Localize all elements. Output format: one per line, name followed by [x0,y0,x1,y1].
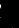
Text: 23: 23 [14,5,19,28]
Text: 14: 14 [12,4,19,28]
Text: 15: 15 [11,2,19,28]
Text: 21: 21 [12,7,19,28]
Text: 12: 12 [12,0,19,20]
Text: (Prior Art): (Prior Art) [0,10,19,28]
Text: 14: 14 [12,0,19,19]
Text: 13: 13 [7,0,19,19]
Text: 22: 22 [12,6,19,28]
Text: FIG. 1B: FIG. 1B [0,9,19,28]
Text: 15: 15 [11,0,19,17]
Text: 11: 11 [12,0,19,22]
